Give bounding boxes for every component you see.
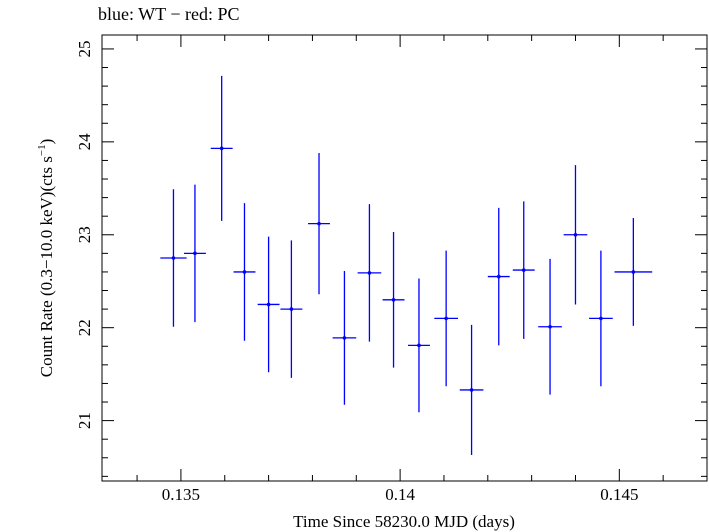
data-marker (417, 343, 421, 348)
data-marker (342, 336, 347, 340)
y-axis-label-end: ) (37, 139, 56, 145)
x-tick-label: 0.135 (162, 485, 200, 504)
data-marker (444, 316, 448, 321)
y-tick-label: 22 (75, 319, 94, 336)
data-point (357, 204, 382, 342)
y-tick-label: 24 (75, 133, 94, 151)
data-marker (171, 256, 176, 260)
plot-frame (101, 34, 708, 482)
data-point (563, 165, 588, 305)
y-tick-label: 25 (75, 40, 94, 57)
y-axis-label-superscript: −1 (36, 144, 48, 156)
data-point (183, 184, 206, 323)
data-marker (266, 302, 271, 307)
data-point (257, 236, 280, 373)
data-marker (599, 316, 603, 321)
y-axis-label-main: Count Rate (0.3−10.0 keV)(cts s (37, 156, 56, 377)
data-point (280, 240, 303, 378)
data-marker (573, 232, 578, 237)
data-marker (391, 298, 396, 302)
data-point (332, 271, 357, 405)
data-point (233, 203, 256, 341)
chart-data-layer (160, 75, 653, 455)
data-point (538, 258, 562, 395)
x-tick-label: 0.145 (600, 485, 638, 504)
data-marker (219, 146, 224, 151)
chart-title: blue: WT − red: PC (98, 4, 240, 24)
data-marker (289, 307, 294, 311)
x-tick-label: 0.14 (385, 485, 415, 504)
y-tick-label: 23 (75, 226, 94, 243)
data-marker (469, 388, 474, 392)
data-point (308, 153, 330, 295)
data-marker (367, 271, 372, 275)
data-marker (193, 251, 197, 256)
data-marker (242, 270, 247, 274)
data-point (512, 201, 535, 339)
data-point (210, 75, 233, 221)
data-marker (548, 324, 552, 329)
data-point (459, 324, 484, 455)
data-marker (317, 221, 321, 226)
data-point (408, 278, 430, 413)
data-marker (631, 270, 636, 274)
data-point (614, 218, 653, 326)
x-axis-label: Time Since 58230.0 MJD (days) (293, 512, 515, 531)
data-marker (496, 274, 501, 279)
data-point (487, 207, 510, 346)
data-point (434, 250, 458, 387)
data-point (589, 250, 613, 387)
data-point (382, 231, 405, 368)
y-axis-label: Count Rate (0.3−10.0 keV)(cts s−1) (36, 139, 56, 378)
chart-axes-layer: 0.135 0.14 0.145 21 22 23 24 25 (75, 35, 708, 504)
data-marker (521, 268, 526, 272)
data-point (160, 189, 187, 327)
y-tick-label: 21 (75, 412, 94, 429)
